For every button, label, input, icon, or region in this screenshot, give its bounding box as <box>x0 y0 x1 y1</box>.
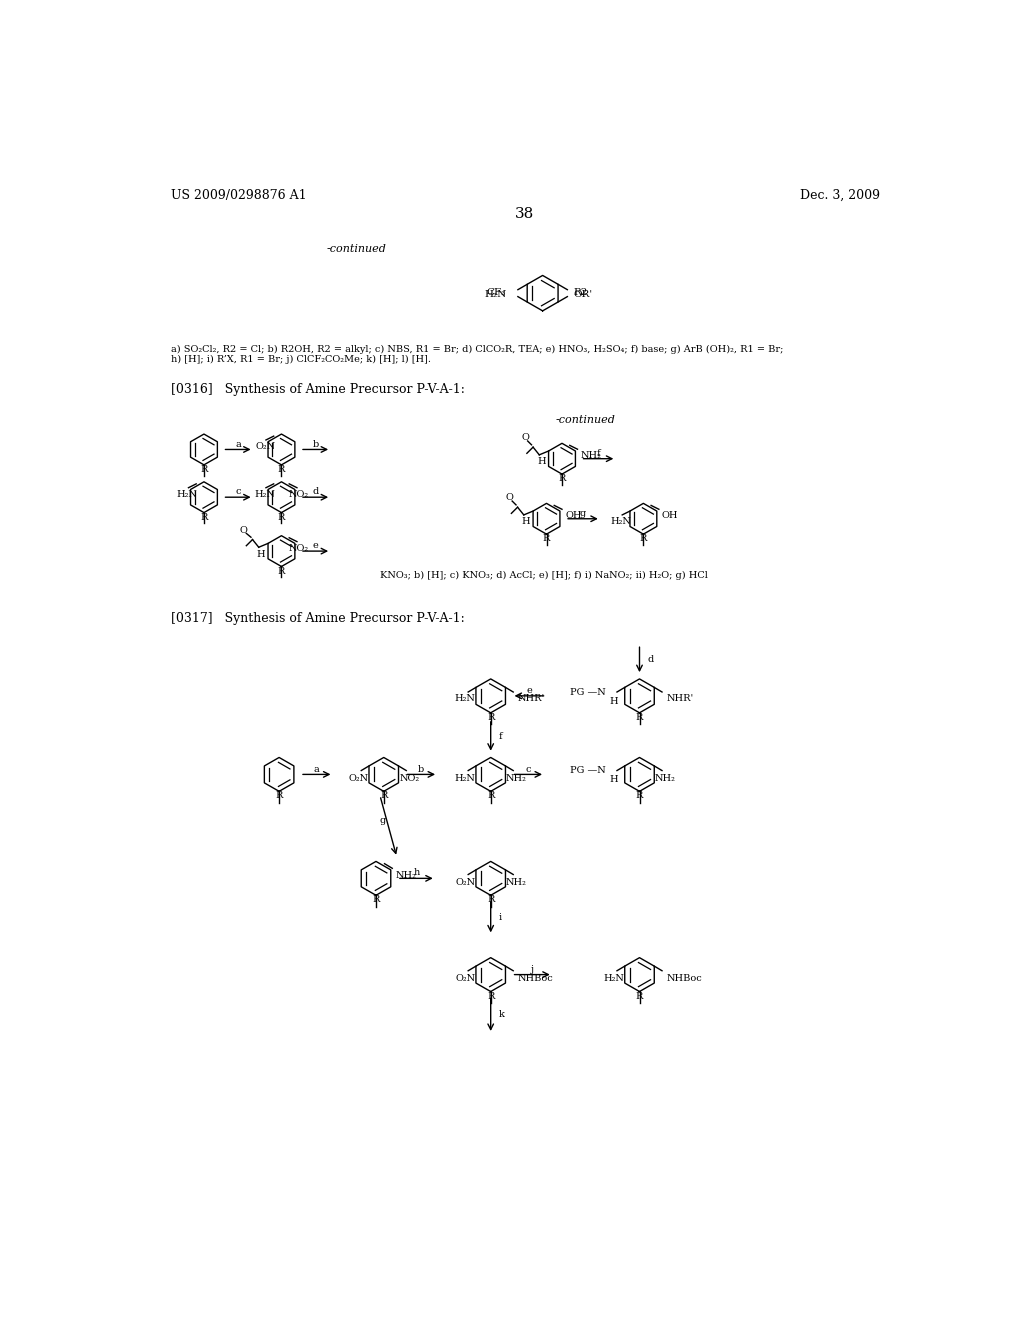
Text: h) [H]; i) R’X, R1 = Br; j) ClCF₂CO₂Me; k) [H]; l) [H].: h) [H]; i) R’X, R1 = Br; j) ClCF₂CO₂Me; … <box>171 355 431 364</box>
Text: R: R <box>487 991 495 1001</box>
Text: [0316]   Synthesis of Amine Precursor P-V-A-1:: [0316] Synthesis of Amine Precursor P-V-… <box>171 383 465 396</box>
Text: OH: OH <box>662 511 679 520</box>
Text: NHBoc: NHBoc <box>518 974 554 983</box>
Text: H: H <box>609 697 618 706</box>
Text: H₂N: H₂N <box>176 490 198 499</box>
Text: NHBoc: NHBoc <box>667 974 702 983</box>
Text: g: g <box>580 510 586 517</box>
Text: H₂N: H₂N <box>254 490 274 499</box>
Text: O₂N: O₂N <box>455 878 475 887</box>
Text: NH₂: NH₂ <box>395 871 416 880</box>
Text: O: O <box>240 525 247 535</box>
Text: NO₂: NO₂ <box>399 774 420 783</box>
Text: NO₂: NO₂ <box>289 490 308 499</box>
Text: -continued: -continued <box>555 416 615 425</box>
Text: R: R <box>543 535 550 544</box>
Text: NO₂: NO₂ <box>289 544 308 553</box>
Text: i: i <box>499 912 502 921</box>
Text: b: b <box>312 440 318 449</box>
Text: NHR': NHR' <box>518 694 545 704</box>
Text: H₂N: H₂N <box>484 290 507 298</box>
Text: US 2009/0298876 A1: US 2009/0298876 A1 <box>171 189 306 202</box>
Text: R: R <box>278 465 285 474</box>
Text: c: c <box>236 487 241 496</box>
Text: H: H <box>538 457 546 466</box>
Text: b: b <box>418 764 425 774</box>
Text: H₂N: H₂N <box>603 974 625 983</box>
Text: R2: R2 <box>573 288 588 297</box>
Text: NH₂: NH₂ <box>581 451 601 459</box>
Text: PG —N: PG —N <box>570 766 606 775</box>
Text: KNO₃; b) [H]; c) KNO₃; d) AcCl; e) [H]; f) i) NaNO₂; ii) H₂O; g) HCl: KNO₃; b) [H]; c) KNO₃; d) AcCl; e) [H]; … <box>380 572 708 581</box>
Text: g: g <box>379 816 385 825</box>
Text: R: R <box>487 713 495 722</box>
Text: R: R <box>201 512 208 521</box>
Text: R: R <box>275 792 283 800</box>
Text: H: H <box>609 775 618 784</box>
Text: NH₂: NH₂ <box>506 878 526 887</box>
Text: R: R <box>558 474 565 483</box>
Text: f: f <box>499 731 502 741</box>
Text: R: R <box>487 895 495 904</box>
Text: f: f <box>597 449 600 458</box>
Text: d: d <box>647 655 653 664</box>
Text: H: H <box>522 517 530 527</box>
Text: a: a <box>313 764 319 774</box>
Text: O: O <box>506 494 514 503</box>
Text: O₂N: O₂N <box>256 442 276 451</box>
Text: R: R <box>636 991 643 1001</box>
Text: d: d <box>312 487 318 496</box>
Text: PG —N: PG —N <box>570 688 606 697</box>
Text: H₂N: H₂N <box>610 517 631 527</box>
Text: e: e <box>526 686 531 694</box>
Text: c: c <box>525 764 531 774</box>
Text: NH₂: NH₂ <box>654 774 676 783</box>
Text: H: H <box>257 549 265 558</box>
Text: [0317]   Synthesis of Amine Precursor P-V-A-1:: [0317] Synthesis of Amine Precursor P-V-… <box>171 612 464 626</box>
Text: R: R <box>487 792 495 800</box>
Text: R: R <box>373 895 380 904</box>
Text: R: R <box>636 713 643 722</box>
Text: NH₂: NH₂ <box>506 774 526 783</box>
Text: a: a <box>236 440 241 449</box>
Text: e: e <box>312 541 318 550</box>
Text: R: R <box>278 566 285 576</box>
Text: H₂N: H₂N <box>455 774 475 783</box>
Text: R: R <box>201 465 208 474</box>
Text: h: h <box>413 869 420 878</box>
Text: CF₃: CF₃ <box>486 288 506 297</box>
Text: O₂N: O₂N <box>455 974 475 983</box>
Text: H₂N: H₂N <box>455 694 475 704</box>
Text: O₂N: O₂N <box>348 774 369 783</box>
Text: 38: 38 <box>515 207 535 220</box>
Text: j: j <box>530 965 534 974</box>
Text: OH: OH <box>565 511 582 520</box>
Text: -continued: -continued <box>327 244 387 255</box>
Text: R: R <box>640 535 647 544</box>
Text: O: O <box>521 433 529 442</box>
Text: Dec. 3, 2009: Dec. 3, 2009 <box>800 189 880 202</box>
Text: OR': OR' <box>573 290 593 298</box>
Text: a) SO₂Cl₂, R2 = Cl; b) R2OH, R2 = alkyl; c) NBS, R1 = Br; d) ClCO₂R, TEA; e) HNO: a) SO₂Cl₂, R2 = Cl; b) R2OH, R2 = alkyl;… <box>171 345 783 354</box>
Text: k: k <box>499 1010 505 1019</box>
Text: R: R <box>278 512 285 521</box>
Text: R: R <box>380 792 387 800</box>
Text: R: R <box>636 792 643 800</box>
Text: NHR': NHR' <box>667 694 694 704</box>
